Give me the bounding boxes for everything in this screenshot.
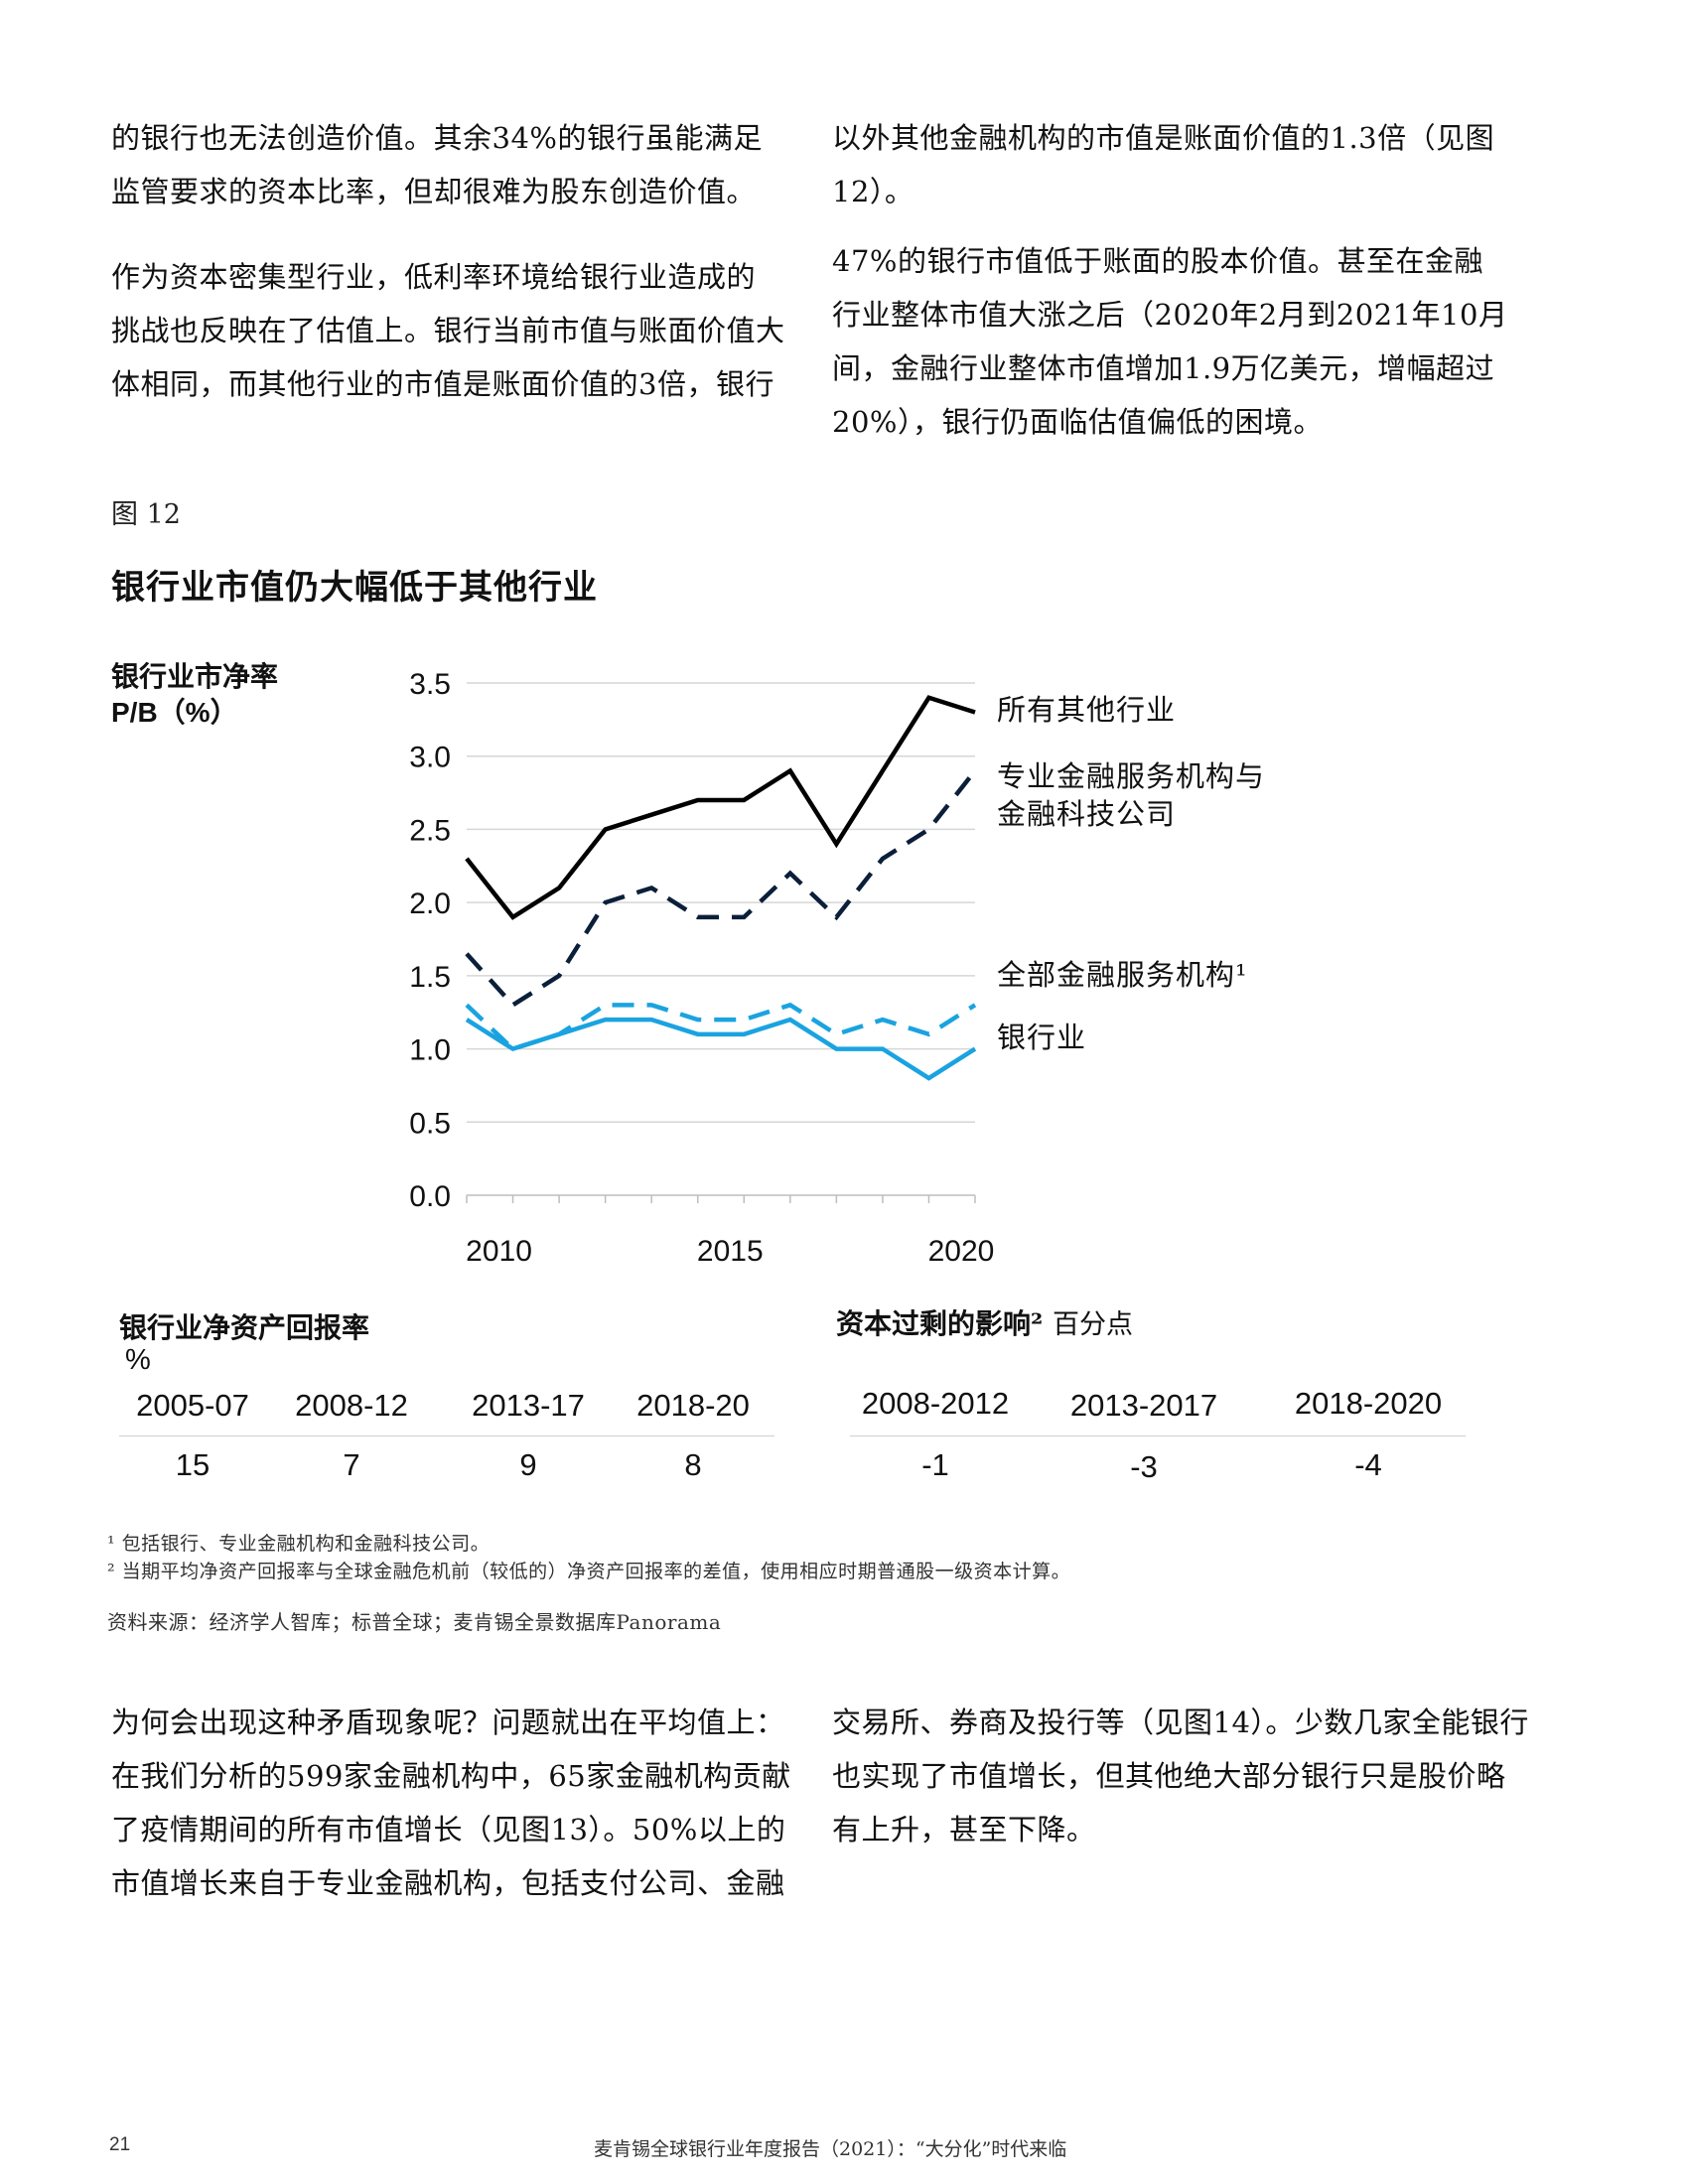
series-label-specialists-line1: 专业金融服务机构与 (997, 759, 1265, 793)
paragraph-top-right-2: 47%的银行市值低于账面的股本价值。甚至在金融 行业整体市值大涨之后（2020年… (832, 244, 1508, 439)
roe-header-3: 2013-17 (472, 1388, 585, 1423)
series-label-specialists-line2: 金融科技公司 (997, 797, 1176, 831)
chart-y-axis-label-line2: P/B（%） (111, 697, 238, 728)
excess-table-title-text: 资本过剩的影响² (836, 1307, 1044, 1340)
page-number: 21 (109, 2134, 131, 2155)
chart-y-axis-label-line1: 银行业市净率 (111, 660, 279, 693)
y-tick-label: 0.5 (409, 1107, 451, 1140)
roe-table-unit: % (125, 1344, 151, 1376)
source-note: 资料来源：经济学人智库；标普全球；麦肯锡全景数据库Panorama (107, 1610, 722, 1634)
excess-header-3: 2018-2020 (1294, 1386, 1443, 1421)
figure-label: 图 12 (111, 499, 181, 530)
figure-title: 银行业市值仍大幅低于其他行业 (111, 568, 598, 608)
paragraph-top-left-2: 作为资本密集型行业，低利率环境给银行业造成的 挑战也反映在了估值上。银行当前市值… (111, 260, 785, 401)
excess-table-divider (850, 1435, 1466, 1436)
roe-value-1: 15 (175, 1447, 211, 1482)
series-line-banking (465, 1017, 977, 1081)
y-tick-label: 2.0 (409, 887, 451, 920)
roe-header-4: 2018-20 (636, 1388, 750, 1423)
footnote-1: ¹ 包括银行、专业金融机构和金融科技公司。 (107, 1533, 491, 1555)
series-label-banking: 银行业 (997, 1021, 1086, 1054)
series-line-all-other-industries (465, 695, 976, 920)
y-tick-label: 3.5 (409, 668, 451, 701)
series-line-all-financial-services (465, 1002, 977, 1052)
footer-report-title: 麦肯锡全球银行业年度报告（2021）：“大分化”时代来临 (594, 2138, 1067, 2160)
paragraph-top-left-1: 的银行也无法创造价值。其余34%的银行虽能满足 监管要求的资本比率，但却很难为股… (111, 121, 763, 208)
series-line-specialists-fintech (465, 769, 977, 1009)
roe-value-3: 9 (519, 1447, 537, 1482)
footnote-2: ² 当期平均净资产回报率与全球金融危机前（较低的）净资产回报率的差值，使用相应时… (107, 1561, 1071, 1582)
y-tick-label: 1.5 (409, 961, 451, 994)
roe-header-2: 2008-12 (295, 1388, 408, 1423)
chart-y-axis-label: 银行业市净率 P/B（%） (111, 659, 278, 731)
excess-value-1: -1 (921, 1447, 949, 1482)
roe-table-divider (119, 1435, 774, 1436)
roe-value-2: 7 (343, 1447, 360, 1482)
y-tick-label: 3.0 (409, 742, 451, 774)
excess-value-2: -3 (1130, 1449, 1158, 1484)
roe-table-title: 银行业净资产回报率 (119, 1311, 370, 1344)
excess-table-title: 资本过剩的影响² 百分点 (836, 1302, 1133, 1342)
excess-header-1: 2008-2012 (861, 1386, 1010, 1421)
y-tick-label: 1.0 (409, 1034, 451, 1067)
excess-table-unit: 百分点 (1053, 1309, 1134, 1340)
excess-header-2: 2013-2017 (1069, 1388, 1218, 1423)
line-chart: 0.0 0.5 1.0 1.5 2.0 2.5 3.0 3.5 2010 2015 2020 所有其他… (409, 668, 1265, 1268)
series-label-all-other-industries: 所有其他行业 (997, 693, 1176, 727)
x-tick-label: 2015 (697, 1235, 764, 1268)
series-label-all-financial-services: 全部金融服务机构¹ (997, 958, 1248, 992)
y-tick-label: 2.5 (409, 814, 451, 847)
excess-value-3: -4 (1354, 1447, 1382, 1482)
paragraph-top-right-1: 以外其他金融机构的市值是账面价值的1.3倍（见图 12）。 (832, 121, 1495, 208)
paragraph-bottom-right: 交易所、券商及投行等（见图14）。少数几家全能银行 也实现了市值增长，但其他绝大… (832, 1706, 1529, 1846)
roe-value-4: 8 (684, 1447, 702, 1482)
paragraph-bottom-left: 为何会出现这种矛盾现象呢？问题就出在平均值上： 在我们分析的599家金融机构中，… (111, 1706, 791, 1900)
x-tick-label: 2020 (928, 1235, 995, 1268)
x-tick-label: 2010 (466, 1235, 532, 1268)
y-tick-label: 0.0 (409, 1180, 451, 1213)
roe-header-1: 2005-07 (136, 1388, 249, 1423)
